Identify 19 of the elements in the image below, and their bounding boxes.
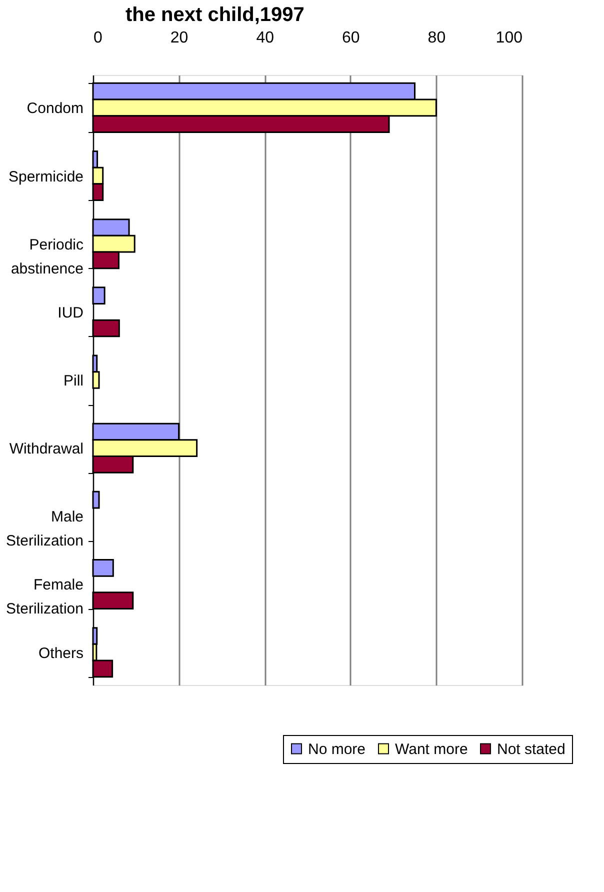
legend-label: Not stated — [497, 740, 566, 758]
chart-title: the next child,1997 — [125, 4, 304, 26]
y-tick-label: Others — [38, 644, 84, 662]
legend-label: No more — [308, 740, 366, 758]
y-tick-label: Spermicide — [8, 168, 84, 186]
x-tick-label: 100 — [496, 30, 523, 46]
x-tick-label: 60 — [342, 30, 360, 46]
x-tick-label: 0 — [94, 30, 102, 46]
y-tick-label: Pill — [63, 372, 84, 390]
y-tick-label: IUD — [58, 304, 84, 322]
x-tick-label: 80 — [428, 30, 446, 46]
y-tick-label: Withdrawal — [9, 440, 84, 458]
y-tick-label: Female Sterilization — [6, 576, 84, 618]
y-tick-label: Condom — [26, 100, 84, 118]
y-tick-label: Periodic abstinence — [10, 236, 84, 278]
x-tick-label: 20 — [170, 30, 188, 46]
x-tick-label: 40 — [256, 30, 274, 46]
y-tick-label: Male Sterilization — [6, 508, 84, 550]
legend-label: Want more — [395, 740, 468, 758]
